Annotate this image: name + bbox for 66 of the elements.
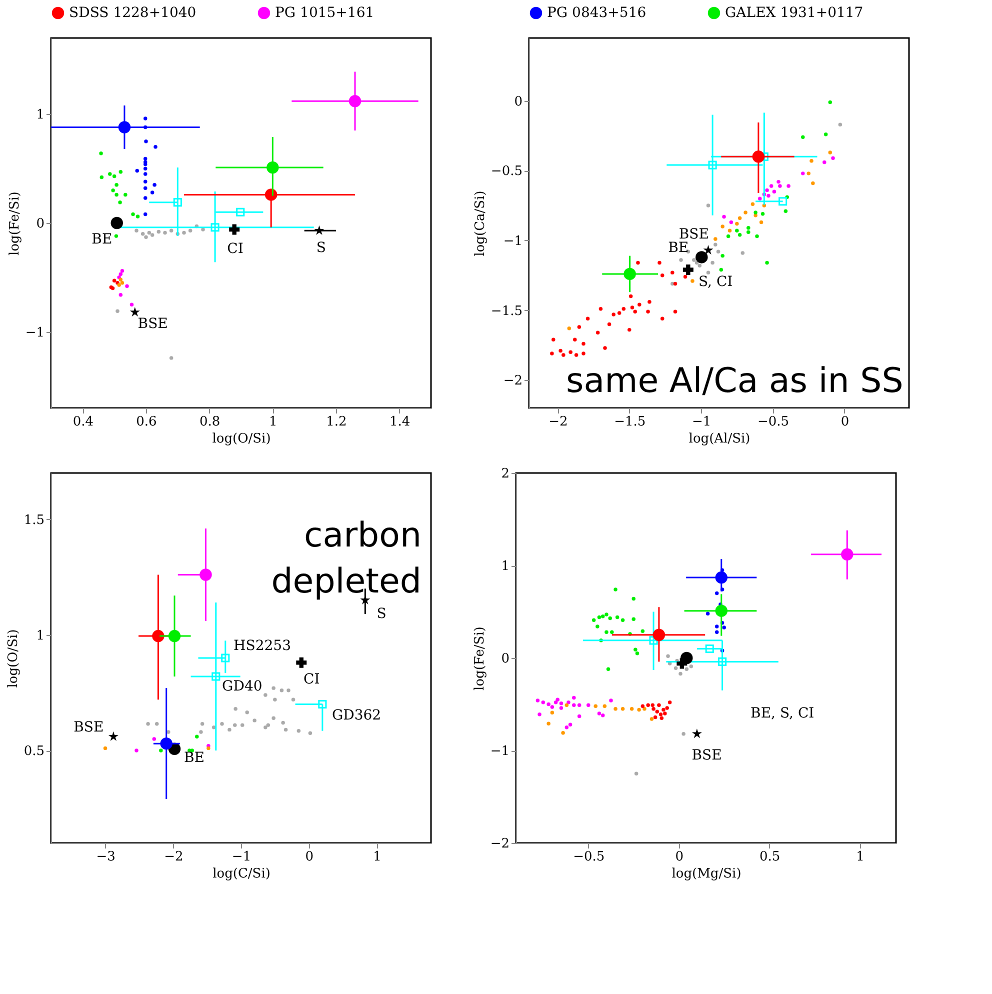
y-axis-title: log(Ca/Si) — [472, 190, 488, 256]
legend-label: PG 1015+161 — [275, 5, 374, 21]
annotation: BSE — [678, 226, 709, 242]
legend-label: GALEX 1931+0117 — [725, 5, 864, 21]
annotation: BSE — [138, 316, 168, 332]
x-tick-label: −0.5 — [573, 850, 605, 864]
annotation: BE, S, CI — [750, 706, 814, 722]
annotation: S — [316, 240, 326, 256]
x-tick-label: −1 — [232, 850, 252, 864]
y-tick-label: 0 — [514, 94, 522, 110]
x-tick-label: −3 — [96, 850, 116, 864]
y-tick-label: −1 — [503, 234, 522, 249]
annotation: BE — [184, 750, 205, 766]
y-tick-label: −0.5 — [490, 164, 522, 180]
x-tick-label: 0 — [840, 414, 850, 430]
x-tick-label: −1.5 — [614, 414, 646, 430]
x-tick-label: 0.4 — [72, 414, 94, 430]
annotation: GD362 — [332, 708, 382, 724]
y-tick-label: −1 — [490, 744, 510, 759]
x-tick-label: −2 — [164, 850, 184, 864]
x-tick-label: 1.4 — [389, 414, 410, 430]
annotation: GD40 — [222, 678, 262, 694]
x-tick-label: 0 — [305, 850, 314, 864]
x-tick-label: 1 — [856, 850, 864, 864]
x-tick-label: 0.8 — [199, 414, 220, 430]
x-tick-label: 0 — [675, 850, 684, 864]
y-tick-label: 2 — [501, 466, 510, 482]
y-tick-label: 1 — [501, 559, 510, 574]
annotation: BE — [92, 232, 112, 248]
x-tick-label: −2 — [548, 414, 568, 430]
x-tick-label: 1 — [373, 850, 382, 864]
annotation: carbon depleted — [271, 515, 422, 602]
y-axis-title: log(Fe/Si) — [472, 626, 488, 690]
annotation: S, CI — [698, 274, 733, 290]
x-tick-label: 1.2 — [326, 414, 347, 430]
y-tick-label: 1.5 — [24, 512, 44, 528]
legend-label: PG 0843+516 — [547, 5, 646, 21]
y-tick-label: −1.5 — [490, 304, 522, 319]
x-tick-label: 0.6 — [136, 414, 157, 430]
annotation: BE — [668, 240, 689, 256]
y-tick-label: 1 — [36, 628, 44, 644]
legend-label: SDSS 1228+1040 — [69, 5, 196, 21]
annotation: same Al/Ca as in SS — [566, 361, 904, 402]
x-axis-title: log(Al/Si) — [688, 432, 750, 446]
annotation: S — [376, 606, 386, 622]
y-axis-title: log(Fe/Si) — [7, 192, 22, 256]
x-tick-label: 1 — [269, 414, 278, 430]
x-tick-label: −1 — [692, 414, 712, 430]
annotation: HS2253 — [234, 638, 291, 654]
x-axis-title: log(C/Si) — [212, 866, 270, 882]
annotation: BSE — [74, 720, 104, 736]
x-tick-label: −0.5 — [757, 414, 790, 430]
y-tick-label: 0 — [36, 216, 44, 232]
x-axis-title: log(Mg/Si) — [672, 866, 742, 882]
x-axis-title: log(O/Si) — [212, 432, 271, 446]
annotation: CI — [227, 240, 244, 257]
annotation: BSE — [692, 748, 722, 764]
annotation: CI — [304, 671, 320, 688]
y-tick-label: 1 — [36, 108, 44, 123]
x-tick-label: 0.5 — [759, 850, 780, 864]
y-tick-label: 0 — [501, 652, 510, 666]
y-axis-title: log(O/Si) — [6, 629, 21, 688]
y-tick-label: −2 — [503, 374, 522, 389]
y-tick-label: −2 — [490, 836, 510, 852]
y-tick-label: −1 — [25, 325, 44, 340]
y-tick-label: 0.5 — [24, 744, 44, 759]
